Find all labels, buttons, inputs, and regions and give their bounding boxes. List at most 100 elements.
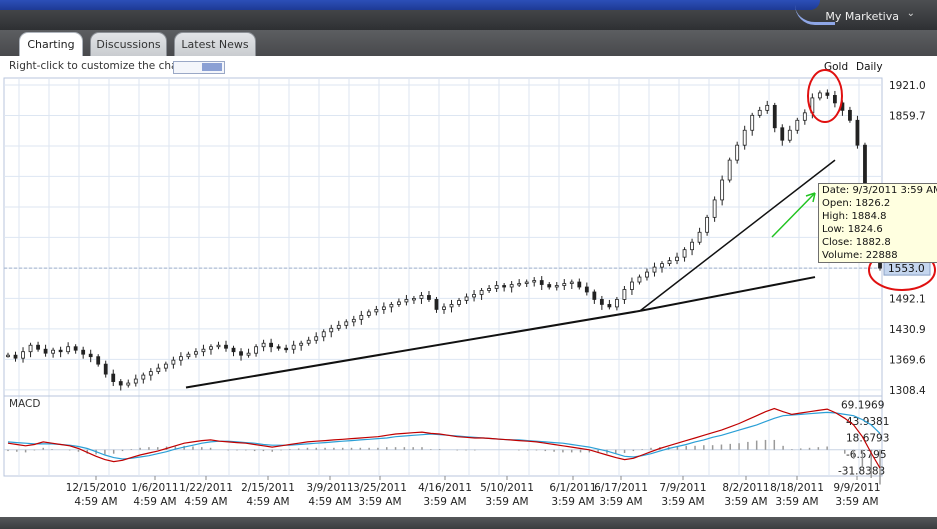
annotation-arrowhead [805, 192, 816, 203]
candle [396, 298, 401, 307]
candle-up-body [381, 306, 386, 310]
candle [28, 342, 33, 358]
candle-down-body [427, 295, 431, 300]
candle [592, 289, 597, 304]
time-tick-label: 3:59 AM [551, 496, 594, 508]
chart-zoom-slider[interactable] [173, 61, 225, 74]
price-tick-label: 1492.1 [889, 293, 926, 305]
candle-up-body [314, 336, 319, 341]
account-menu[interactable]: My Marketiva [825, 10, 899, 23]
candle [705, 214, 710, 236]
macd-tick-label: 43.9381 [846, 416, 889, 428]
candle [276, 344, 281, 351]
candle-down-body [88, 353, 93, 358]
header-swoosh [795, 0, 835, 25]
candle [284, 344, 289, 353]
tab-charting[interactable]: Charting [19, 32, 83, 56]
time-tick-label: 4:59 AM [308, 496, 351, 508]
candle [832, 90, 837, 108]
chart-zoom-slider-knob[interactable] [202, 63, 222, 71]
macd-panel: MACD 69.1969 43.9381 18.6793 -6.5795 -31.8383 [4, 398, 889, 485]
period-label[interactable]: Daily [856, 61, 883, 73]
status-bar [0, 517, 937, 529]
header-accent-stripe [0, 0, 820, 10]
candle-up-body [524, 281, 529, 284]
date-tick-label: 1/6/2011 [131, 482, 178, 494]
candle-up-body [554, 285, 559, 288]
candle-down-body [502, 285, 507, 288]
candle [194, 348, 198, 358]
candle [404, 294, 409, 306]
candle [457, 297, 461, 307]
candle [449, 299, 454, 313]
candle [554, 282, 559, 291]
candle-up-body [697, 231, 702, 243]
candle-down-body [592, 291, 597, 300]
candle [630, 277, 634, 295]
candle [652, 262, 657, 277]
time-tick-label: 4:59 AM [74, 496, 117, 508]
date-tick-label: 3/25/2011 [353, 482, 407, 494]
chart-grid [3, 77, 883, 477]
date-tick-label: 9/9/2011 [833, 482, 880, 494]
candle [329, 324, 334, 338]
candle-up-body [817, 92, 822, 99]
macd-tick-label: 18.6793 [846, 433, 889, 445]
candle [645, 268, 649, 281]
chart-panel[interactable]: Right-click to customize the chart Gold … [0, 56, 937, 517]
candle-up-body [622, 289, 627, 300]
candle-up-body [329, 327, 334, 333]
candle [464, 293, 469, 304]
chevron-down-icon[interactable]: ⌄ [906, 8, 915, 19]
candle [727, 157, 732, 183]
candle [765, 100, 770, 114]
candle-down-body [276, 346, 281, 349]
candle [81, 346, 86, 359]
price-candles [6, 89, 882, 391]
price-chart[interactable]: 1921.01859.71614.71492.11430.91369.61308… [0, 56, 937, 517]
candle [419, 291, 424, 304]
candle [577, 278, 582, 290]
tab-latest-news[interactable]: Latest News [174, 32, 256, 56]
tooltip-date: Date: 9/3/2011 3:59 AM [822, 185, 937, 196]
candle-down-body [577, 281, 582, 288]
candle [51, 347, 56, 358]
candle [186, 351, 191, 360]
candle [88, 349, 93, 363]
candle [171, 356, 176, 369]
tab-discussions[interactable]: Discussions [90, 32, 167, 56]
candle [58, 346, 63, 358]
candle [261, 339, 266, 352]
candle-up-body [720, 179, 725, 201]
candle-up-body [163, 363, 168, 369]
candle-up-body [374, 309, 379, 313]
candle [494, 281, 499, 292]
last-price-label: 1553.0 [888, 263, 925, 275]
candle-up-body [705, 216, 710, 233]
candle [216, 341, 221, 350]
candle [306, 336, 311, 346]
date-tick-label: 8/18/2011 [770, 482, 824, 494]
candle-up-body [336, 324, 341, 329]
candle-down-body [584, 286, 589, 293]
candle-down-body [81, 349, 86, 355]
candle-up-body [351, 318, 356, 323]
candle-up-body [261, 342, 266, 348]
candle-up-body [682, 249, 687, 258]
macd-tick-label: -31.8383 [838, 466, 885, 478]
candle [231, 345, 236, 357]
candle-up-body [171, 359, 176, 365]
macd-tick-label: -6.5795 [846, 449, 887, 461]
candle [427, 290, 431, 302]
time-tick-label: 3:59 AM [485, 496, 528, 508]
candle-up-body [194, 351, 198, 355]
candle-up-body [216, 344, 221, 348]
candle [487, 285, 492, 293]
tooltip-close: Close: 1882.8 [822, 237, 891, 248]
candle [178, 352, 183, 366]
candle-up-body [667, 260, 672, 265]
candle [246, 348, 251, 358]
candle-up-body [750, 114, 755, 131]
candle-down-body [547, 284, 552, 288]
